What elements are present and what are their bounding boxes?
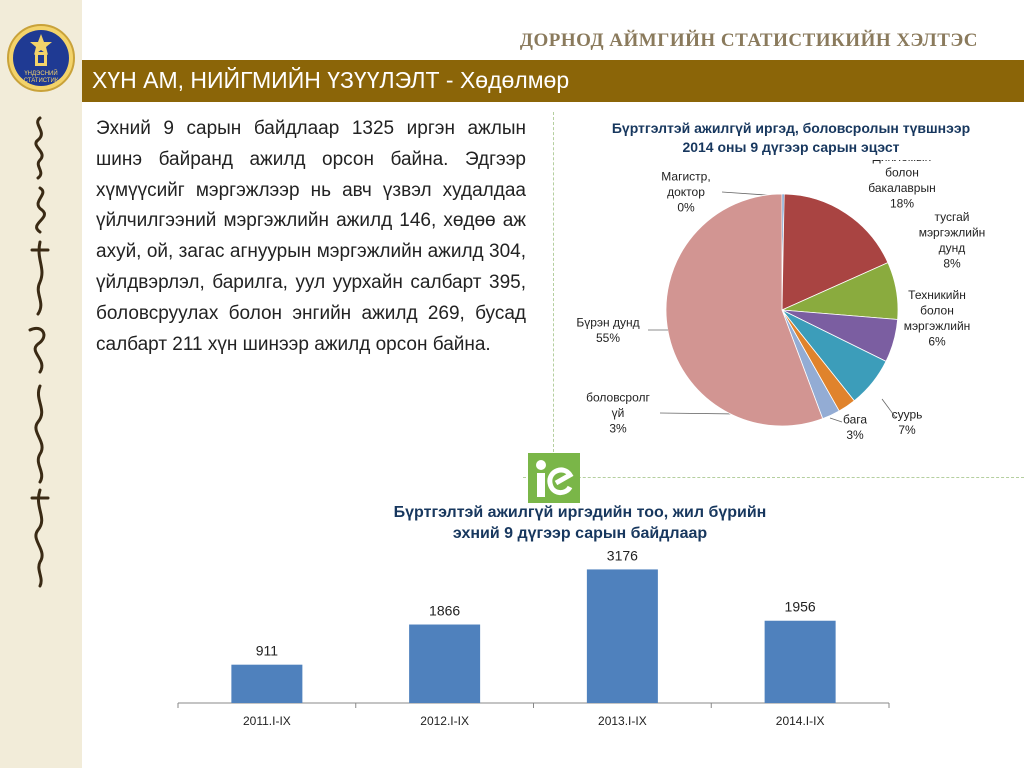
pie-category-label: доктор <box>667 185 705 199</box>
x-tick-label: 2012.I-IX <box>420 714 469 728</box>
bar <box>231 664 303 703</box>
title-bar: ХҮН АМ, НИЙГМИЙН ҮЗҮҮЛЭЛТ - Хөдөлмөр <box>82 60 1024 102</box>
horizontal-divider <box>523 477 1024 478</box>
pie-percent-label: 0% <box>677 201 695 215</box>
pie-slice <box>665 193 824 427</box>
pie-category-label: мэргэжлийн <box>919 225 986 239</box>
pie-category-label: Магистр, <box>661 170 710 184</box>
pie-percent-label: 8% <box>943 256 961 270</box>
bar <box>586 569 658 703</box>
pie-chart-title: Бүртгэлтэй ажилгүй иргэд, боловсролын тү… <box>558 119 1024 157</box>
bar <box>764 620 836 703</box>
pie-category-label: бага <box>843 412 867 426</box>
pie-percent-label: 6% <box>928 334 946 348</box>
bar-data-label: 1956 <box>785 599 816 615</box>
pie-category-label: Техникийн <box>908 288 966 302</box>
page-title: ХҮН АМ, НИЙГМИЙН ҮЗҮҮЛЭЛТ - Хөдөлмөр <box>92 67 570 93</box>
bar-title-line1: Бүртгэлтэй ажилгүй иргэдийн тоо, жил бүр… <box>393 504 767 521</box>
pie-category-label: Бүрэн дунд <box>576 315 639 329</box>
bar-title-line2: эхний 9 дүгээр сарын байдлаар <box>452 525 708 542</box>
sidebar: ҮНДЭСНИЙ СТАТИСТИК <box>0 0 82 768</box>
pie-percent-label: 3% <box>609 422 627 436</box>
pie-category-label: болон <box>920 303 954 317</box>
pie-category-label: боловсролг <box>586 391 650 405</box>
pie-category-label: болон <box>885 165 919 179</box>
pie-title-line1: Бүртгэлтэй ажилгүй иргэд, боловсролын тү… <box>611 120 971 136</box>
bar-chart-title: Бүртгэлтэй ажилгүй иргэдийн тоо, жил бүр… <box>280 502 880 544</box>
pie-category-label: бакалаврын <box>868 181 935 195</box>
summary-paragraph: Эхний 9 сарын байдлаар 1325 иргэн ажлын … <box>96 118 526 355</box>
pie-title-line2: 2014 оны 9 дүгээр сарын эцэст <box>682 139 900 155</box>
bar-data-label: 1866 <box>429 603 460 619</box>
pie-category-label: тусгай <box>935 210 970 224</box>
logo-text-line1: ҮНДЭСНИЙ <box>24 69 57 77</box>
pie-category-label: үй <box>612 406 625 420</box>
x-tick-label: 2011.I-IX <box>243 714 291 728</box>
pie-leader-line <box>829 417 843 423</box>
pie-percent-label: 3% <box>846 428 864 442</box>
x-tick-label: 2013.I-IX <box>598 714 647 728</box>
ie-brand-icon <box>528 453 580 503</box>
x-tick-label: 2014.I-IX <box>776 714 825 728</box>
organization-name: ДОРНОД АЙМГИЙН СТАТИСТИКИЙН ХЭЛТЭС <box>519 30 978 51</box>
pie-category-label: суурь <box>892 407 923 421</box>
pie-category-label: мэргэжлийн <box>904 319 971 333</box>
mongolia-statistics-emblem-icon: ҮНДЭСНИЙ СТАТИСТИК <box>7 24 75 92</box>
pie-percent-label: 18% <box>890 196 914 210</box>
bar-data-label: 911 <box>256 643 279 659</box>
bar <box>409 624 481 703</box>
pie-chart: Магистр,доктор0%Дипломынболонбакалаврын1… <box>576 160 986 442</box>
pie-percent-label: 55% <box>596 331 620 345</box>
pie-leader-line <box>881 398 897 419</box>
logo-text-line2: СТАТИСТИК <box>24 78 59 84</box>
vertical-divider <box>553 112 554 457</box>
pie-category-label: дунд <box>939 241 966 255</box>
bar-data-label: 3176 <box>607 547 638 563</box>
mongolian-script-decoration <box>28 116 50 588</box>
pie-slice <box>781 193 889 311</box>
pie-category-label: Дипломын <box>873 160 932 164</box>
pie-percent-label: 7% <box>898 423 916 437</box>
